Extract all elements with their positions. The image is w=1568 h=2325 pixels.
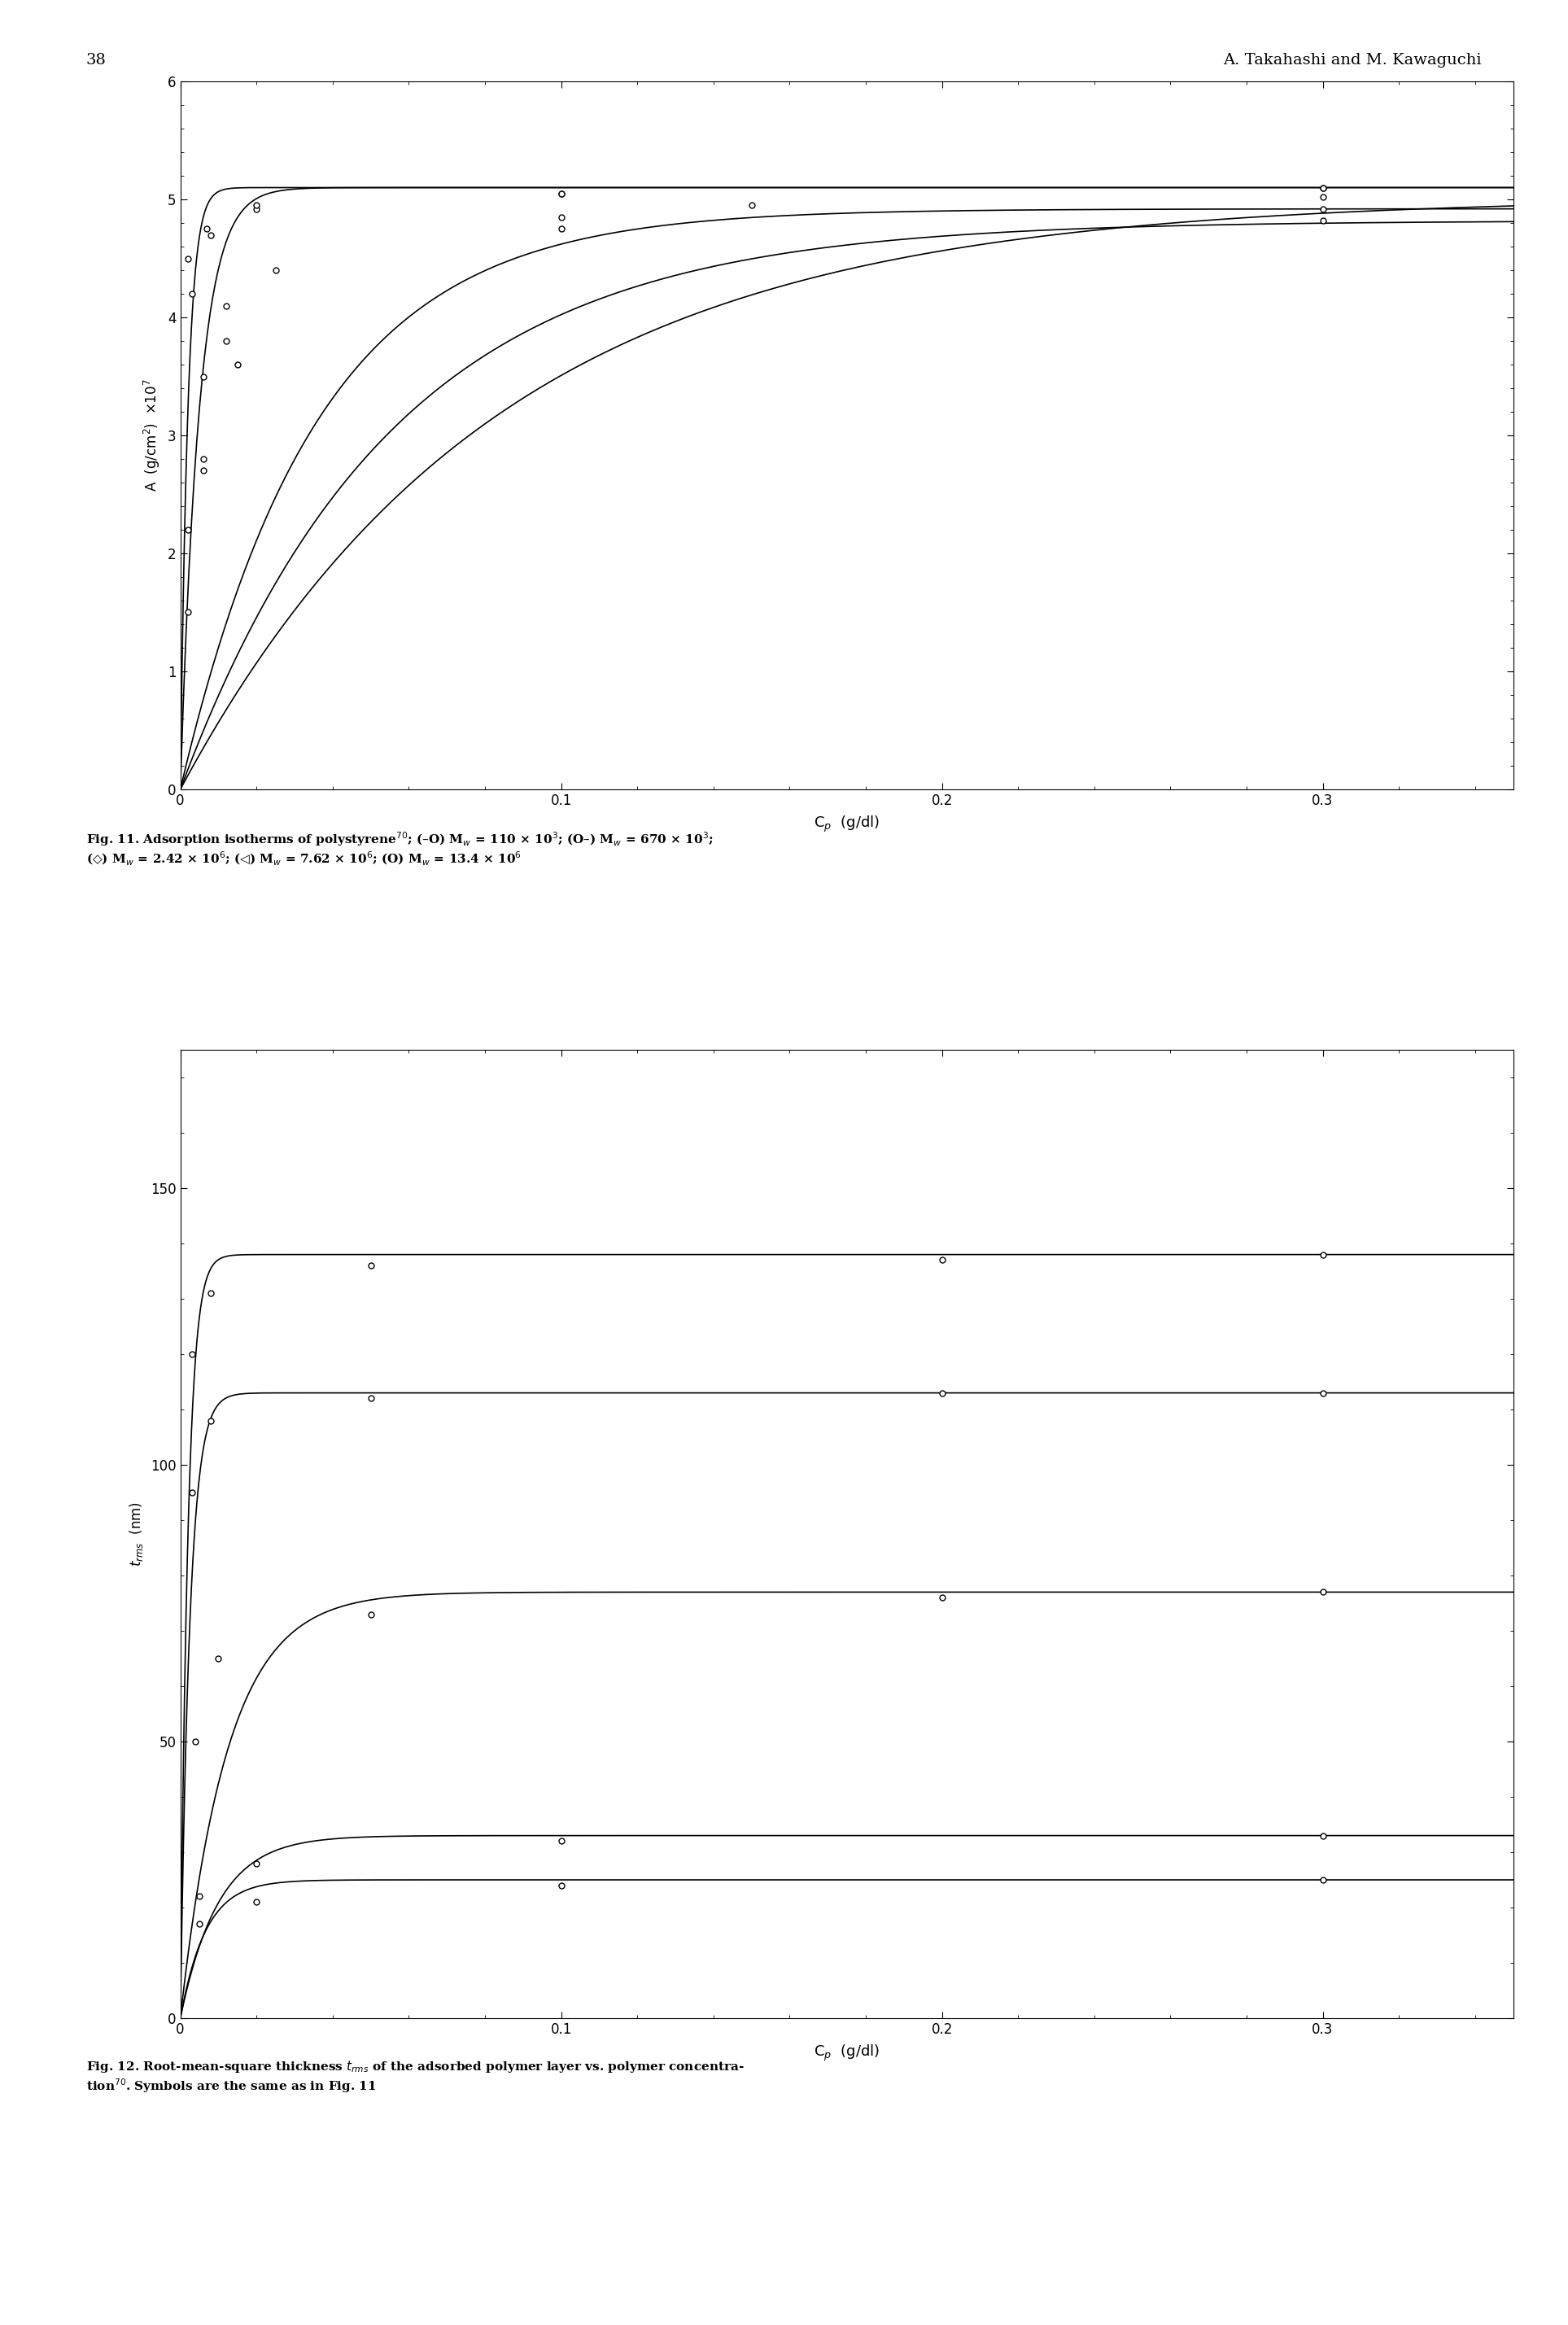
X-axis label: C$_p$  (g/dl): C$_p$ (g/dl): [814, 2044, 880, 2062]
Text: Fig. 12. Root-mean-square thickness $t_{rms}$ of the adsorbed polymer layer vs. : Fig. 12. Root-mean-square thickness $t_{…: [86, 2060, 745, 2095]
Y-axis label: A  (g/cm$^2$)  $\times$10$^7$: A (g/cm$^2$) $\times$10$^7$: [143, 379, 162, 493]
Text: Fig. 11. Adsorption isotherms of polystyrene$^{70}$; (–O) M$_w$ = 110 × 10$^3$; : Fig. 11. Adsorption isotherms of polysty…: [86, 830, 713, 867]
X-axis label: C$_p$  (g/dl): C$_p$ (g/dl): [814, 814, 880, 835]
Y-axis label: $t_{rms}$  (nm): $t_{rms}$ (nm): [129, 1502, 144, 1567]
Text: A. Takahashi and M. Kawaguchi: A. Takahashi and M. Kawaguchi: [1223, 53, 1482, 67]
Text: 38: 38: [86, 53, 107, 67]
